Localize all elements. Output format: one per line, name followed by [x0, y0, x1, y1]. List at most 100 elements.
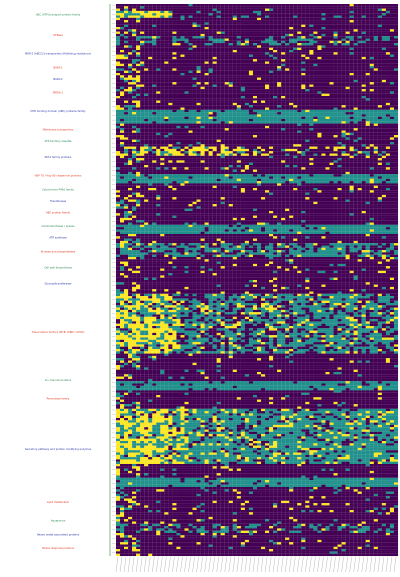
heatmap-cell	[212, 160, 217, 163]
heatmap-cell	[353, 84, 358, 87]
heatmap-cell	[281, 86, 286, 90]
heatmap-cell	[180, 128, 185, 131]
heatmap-cell	[325, 121, 330, 124]
heatmap-cell	[301, 4, 306, 7]
heatmap-cell	[172, 45, 177, 48]
heatmap-cell	[144, 96, 149, 99]
heatmap-cell	[120, 91, 125, 94]
heatmap-cell	[321, 61, 326, 64]
heatmap-cell	[285, 142, 290, 145]
heatmap-cell	[357, 139, 362, 143]
heatmap-cell	[353, 75, 358, 78]
group-label: Transferases	[50, 199, 67, 203]
heatmap-cell	[273, 125, 278, 129]
heatmap-cell	[333, 17, 338, 21]
heatmap-cell	[232, 114, 237, 117]
heatmap-cell	[156, 73, 161, 76]
heatmap-cell	[341, 31, 346, 34]
heatmap-cell	[140, 96, 145, 99]
heatmap-cell	[164, 135, 169, 138]
heatmap-cell	[240, 66, 245, 69]
heatmap-cell	[172, 10, 177, 14]
heatmap-cell	[317, 91, 322, 94]
heatmap-cell	[309, 144, 314, 147]
heatmap-cell	[393, 142, 399, 145]
heatmap-cell	[192, 22, 197, 25]
heatmap-cell	[281, 47, 286, 51]
heatmap-cell	[164, 162, 169, 166]
heatmap-cell	[325, 61, 330, 64]
heatmap-cell	[148, 4, 153, 7]
heatmap-cell	[257, 56, 262, 60]
heatmap-cell	[192, 116, 197, 120]
heatmap-cell	[192, 36, 197, 39]
heatmap-cell	[128, 54, 133, 57]
heatmap-cell	[373, 54, 378, 57]
heatmap-cell	[329, 84, 334, 87]
heatmap-cell	[393, 114, 399, 117]
heatmap-cell	[261, 93, 266, 97]
heatmap-cell	[120, 43, 125, 46]
heatmap-cell	[140, 22, 145, 25]
heatmap-cell	[309, 73, 314, 76]
heatmap-cell	[305, 47, 310, 51]
heatmap-cell	[269, 31, 274, 34]
heatmap-cell	[309, 40, 314, 44]
heatmap-cell	[184, 33, 189, 37]
heatmap-cell	[349, 52, 354, 55]
heatmap-cell	[377, 36, 382, 39]
heatmap-cell	[228, 50, 233, 53]
heatmap-cell	[252, 10, 258, 14]
heatmap-cell	[192, 70, 197, 74]
heatmap-cell	[200, 135, 205, 138]
heatmap-cell	[285, 75, 290, 78]
heatmap-cell	[317, 24, 322, 28]
heatmap-cell	[248, 56, 254, 60]
heatmap-cell	[192, 100, 197, 103]
heatmap-cell	[124, 158, 129, 161]
heatmap-cell	[168, 52, 173, 55]
heatmap-cell	[365, 139, 370, 143]
heatmap-cell	[116, 93, 121, 97]
heatmap-cell	[208, 61, 213, 64]
heatmap-cell	[333, 112, 338, 115]
heatmap-cell	[317, 47, 322, 51]
heatmap-cell	[160, 119, 165, 122]
heatmap-cell	[196, 148, 201, 152]
heatmap-cell	[349, 31, 354, 34]
heatmap-cell	[309, 56, 314, 60]
heatmap-cell	[212, 68, 217, 71]
heatmap-cell	[273, 93, 278, 97]
heatmap-cell	[200, 6, 205, 9]
heatmap-cell	[136, 79, 141, 83]
heatmap-cell	[385, 77, 390, 80]
heatmap-cell	[116, 68, 121, 71]
heatmap-cell	[208, 89, 213, 92]
heatmap-cell	[293, 112, 298, 115]
heatmap-cell	[212, 135, 217, 138]
heatmap-cell	[120, 70, 125, 74]
heatmap-cell	[124, 155, 129, 159]
heatmap-cell	[261, 107, 266, 110]
heatmap-cell	[212, 63, 217, 67]
heatmap-cell	[269, 98, 274, 101]
heatmap-cell	[120, 56, 125, 60]
heatmap-cell	[265, 96, 270, 99]
heatmap-cell	[132, 128, 137, 131]
heatmap-cell	[333, 98, 338, 101]
heatmap-cell	[349, 142, 354, 145]
heatmap-cell	[216, 84, 221, 87]
heatmap-cell	[140, 50, 145, 53]
heatmap-cell	[240, 123, 245, 126]
heatmap-cell	[373, 77, 378, 80]
heatmap-cell	[160, 112, 165, 115]
heatmap-cell	[369, 132, 374, 136]
group-label: Membrane transporters	[43, 128, 74, 132]
heatmap-cell	[156, 13, 161, 16]
heatmap-cell	[277, 151, 282, 154]
heatmap-cell	[289, 132, 294, 136]
heatmap-cell	[281, 107, 286, 110]
heatmap-cell	[289, 137, 294, 140]
heatmap-cell	[289, 70, 294, 74]
heatmap-cell	[301, 68, 306, 71]
